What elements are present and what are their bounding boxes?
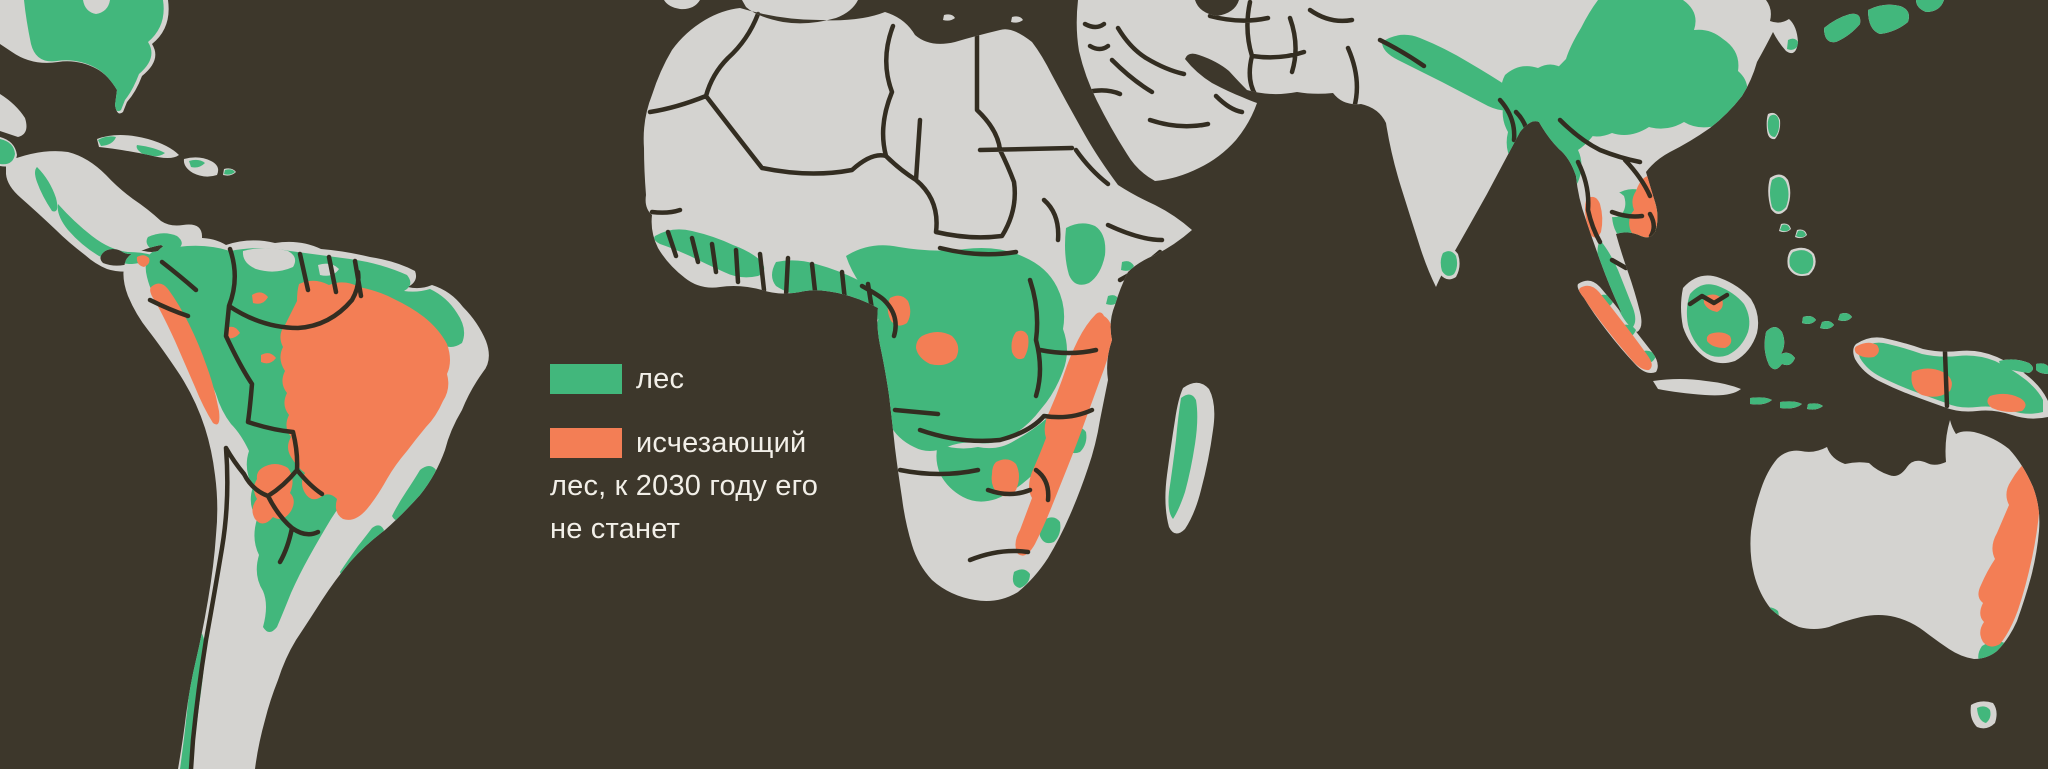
vanishing-new-guinea-south [1911, 368, 1952, 397]
forest-swatch-rect [550, 364, 622, 394]
forest-south-africa-coast [1012, 569, 1030, 588]
vanishing-panama [136, 255, 150, 267]
vanishing-new-guinea-east [1987, 393, 2026, 412]
forest-mozambique-2 [1039, 517, 1061, 544]
vanishing-amazon-spot-3 [261, 353, 276, 364]
forest-puerto-rico [224, 169, 235, 175]
vanishing-new-guinea-west [1854, 342, 1879, 358]
forest-pacific-northwest [24, 0, 164, 112]
forest-madagascar [1168, 394, 1198, 519]
legend-item-forest: лес [550, 358, 850, 401]
legend-label-forest: лес [636, 363, 685, 395]
forest-japan-kyushu [1824, 13, 1861, 43]
forest-hispaniola [189, 159, 205, 168]
savanna-overlays [83, 0, 1626, 276]
forest-luzon [1770, 176, 1789, 212]
forest-borneo [1686, 284, 1750, 357]
forest-kenya-coast [1106, 295, 1119, 305]
forest-sri-lanka [1440, 251, 1458, 276]
forest-visayas-1 [1780, 224, 1790, 232]
forest-japan-north [1916, 0, 1944, 12]
forest-visayas-2 [1796, 230, 1806, 238]
vanishing-zimbabwe [991, 459, 1019, 497]
vanishing-borneo-spot-2 [1706, 332, 1732, 348]
forest-sulawesi [1764, 327, 1795, 370]
forest-malay-peninsula [1597, 240, 1636, 328]
vanishing-australia-east [1978, 457, 2041, 647]
vanishing-forest-areas [136, 175, 2041, 647]
forest-atlantic-coast-1 [392, 466, 436, 521]
forest-west-coast-islet [0, 139, 15, 165]
vanishing-andes [150, 283, 220, 425]
forest-himalaya [1382, 34, 1520, 111]
forest-swatch [550, 364, 622, 394]
forest-japan-honshu [1868, 4, 1909, 35]
forest-south-china [1542, 0, 1748, 137]
forest-ethiopia [1065, 223, 1106, 285]
forest-cuba-east [136, 145, 165, 157]
forest-moluccas [1802, 313, 1852, 329]
forest-bali-strips [1750, 397, 1823, 410]
vanishing-forest-swatch [550, 428, 622, 458]
forest-new-britain [1999, 359, 2048, 374]
thailand-plain [1600, 190, 1626, 218]
vanishing-congo-spot-2 [1011, 330, 1029, 360]
vanishing-forest-swatch-rect [550, 428, 622, 458]
forest-mindanao [1789, 250, 1814, 275]
forest-ethiopia-dot [1121, 261, 1134, 271]
legend-label-vanishing-forest: исчезающий лес, к 2030 году его не стане… [550, 427, 819, 545]
forest-cuba-west [98, 136, 116, 146]
vanishing-amazon-spot-1 [252, 292, 268, 304]
legend: лес исчезающий лес, к 2030 году его не с… [550, 358, 850, 572]
yukon-gap [83, 0, 110, 14]
forest-zambia [936, 419, 1054, 502]
llanos-venezuela [242, 248, 296, 272]
vanishing-congo-spot-1 [916, 332, 959, 366]
forest-tasmania [1977, 706, 1991, 723]
forest-taiwan [1767, 114, 1780, 137]
forest-korea-tip [1787, 38, 1799, 50]
vanishing-brazil-cerrado [280, 280, 450, 520]
forest-chile-coast [180, 628, 206, 769]
legend-item-vanishing-forest: исчезающий лес, к 2030 году его не стане… [550, 422, 850, 551]
vanishing-east-africa-coast [1015, 312, 1113, 556]
forest-sierra-madre [35, 167, 58, 212]
vanishing-sumatra [1579, 285, 1652, 371]
